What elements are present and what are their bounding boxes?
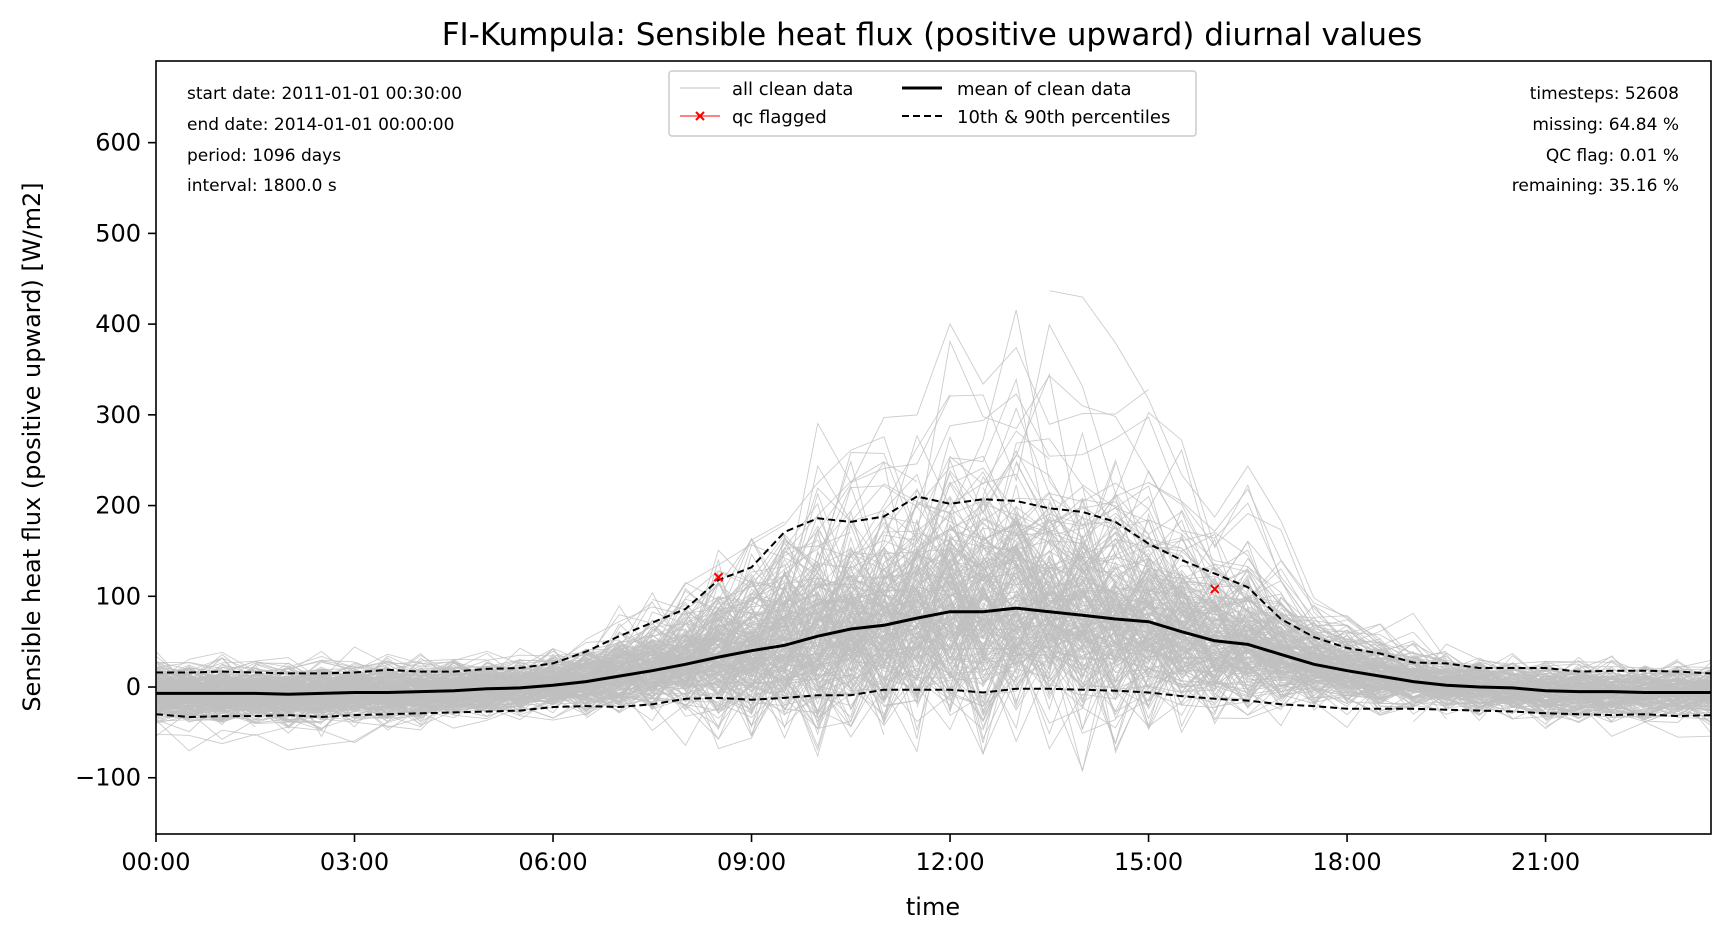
clean-data-lines: [156, 290, 1711, 772]
qc-flagged-point: [713, 572, 724, 582]
clean-data-line: [685, 377, 1711, 723]
clean-data-line: [156, 518, 1414, 715]
y-tick-label: 500: [95, 219, 141, 247]
x-tick-label: 06:00: [518, 848, 587, 876]
legend-label-percentiles: 10th & 90th percentiles: [957, 107, 1170, 128]
clean-data-line: [156, 651, 1711, 682]
info-missing: missing: 64.84 %: [1532, 115, 1679, 135]
clean-data-line: [156, 589, 1149, 736]
y-tick-label: 400: [95, 310, 141, 338]
y-tick-label: 300: [95, 401, 141, 429]
clean-data-line: [156, 518, 1711, 700]
chart-title: FI-Kumpula: Sensible heat flux (positive…: [442, 17, 1423, 53]
legend-label-qc: qc flagged: [732, 107, 827, 128]
info-left-block: start date: 2011-01-01 00:30:00 end date…: [187, 84, 462, 196]
clean-data-line: [156, 650, 1612, 692]
qc-flagged-point: [1210, 584, 1220, 594]
x-tick-label: 15:00: [1114, 848, 1183, 876]
p90-line: [156, 495, 1711, 675]
clean-data-line: [156, 516, 1050, 697]
info-remaining: remaining: 35.16 %: [1512, 176, 1679, 196]
clean-data-line: [1049, 496, 1711, 700]
clean-data-line: [156, 322, 1149, 752]
info-qc-flag: QC flag: 0.01 %: [1546, 146, 1679, 166]
legend-label-mean: mean of clean data: [957, 79, 1132, 100]
legend: all clean data mean of clean data qc fla…: [668, 70, 1197, 137]
plot-area: [155, 60, 1712, 835]
legend-label-clean: all clean data: [732, 79, 853, 100]
clean-data-line: [817, 576, 918, 613]
clean-data-line: [156, 496, 1480, 708]
x-tick-label: 12:00: [915, 848, 984, 876]
info-end-date: end date: 2014-01-01 00:00:00: [187, 115, 454, 135]
statistic-lines: [156, 495, 1711, 719]
clean-data-line: [156, 587, 951, 713]
y-tick-label: 0: [126, 673, 141, 701]
clean-data-line: [255, 554, 1711, 690]
qc-flagged-marks: [713, 572, 1220, 594]
x-tick-label: 03:00: [320, 848, 389, 876]
info-start-date: start date: 2011-01-01 00:30:00: [187, 84, 462, 104]
clean-data-line: [586, 685, 620, 690]
clean-data-line: [585, 430, 1050, 660]
y-tick-label: 100: [95, 582, 141, 610]
mean-line: [156, 606, 1711, 696]
x-axis-ticks: 00:00 03:00 06:00 09:00 12:00 15:00 18:00 21:00: [121, 834, 1580, 876]
legend-box: [668, 70, 1197, 137]
y-axis-ticks: −100 0 100 200 300 400 500 600: [75, 129, 156, 792]
x-axis-label: time: [906, 893, 960, 921]
y-axis-label: Sensible heat flux (positive upward) [W/…: [18, 182, 46, 711]
x-tick-label: 18:00: [1312, 848, 1381, 876]
clean-data-line: [156, 617, 1711, 738]
x-tick-label: 00:00: [121, 848, 190, 876]
clean-data-line: [156, 586, 1149, 702]
legend-qc-x-icon: [695, 111, 705, 121]
info-period: period: 1096 days: [187, 146, 341, 166]
clean-data-line: [222, 683, 355, 710]
clean-data-line: [156, 599, 1711, 710]
info-timesteps: timesteps: 52608: [1530, 84, 1679, 104]
info-interval: interval: 1800.0 s: [187, 176, 337, 196]
plot-frame: [155, 60, 1712, 835]
x-tick-label: 21:00: [1511, 848, 1580, 876]
clean-data-line: [156, 290, 1711, 751]
p10-line: [156, 687, 1711, 719]
clean-data-line: [850, 498, 1480, 684]
y-tick-label: −100: [75, 764, 141, 792]
y-tick-label: 200: [95, 492, 141, 520]
info-right-block: timesteps: 52608 missing: 64.84 % QC fla…: [1512, 84, 1679, 196]
clean-data-line: [156, 588, 1711, 715]
x-tick-label: 09:00: [717, 848, 786, 876]
clean-data-line: [156, 514, 1711, 697]
y-tick-label: 600: [95, 129, 141, 157]
